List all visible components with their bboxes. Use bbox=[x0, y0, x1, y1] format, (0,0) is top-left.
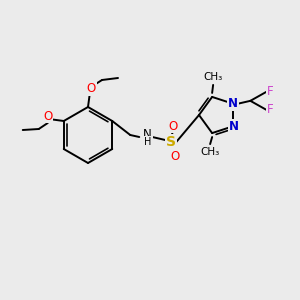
Text: O: O bbox=[171, 151, 180, 164]
Text: N: N bbox=[230, 120, 239, 133]
Text: H: H bbox=[144, 137, 151, 147]
Text: CH₃: CH₃ bbox=[200, 147, 220, 157]
Text: CH₃: CH₃ bbox=[203, 72, 223, 82]
Text: O: O bbox=[169, 119, 178, 133]
Text: F: F bbox=[267, 103, 274, 116]
Text: O: O bbox=[86, 82, 96, 95]
Text: F: F bbox=[267, 85, 274, 98]
Text: S: S bbox=[166, 135, 176, 149]
Text: N: N bbox=[143, 128, 152, 142]
Text: N: N bbox=[228, 97, 239, 110]
Text: O: O bbox=[43, 110, 52, 122]
